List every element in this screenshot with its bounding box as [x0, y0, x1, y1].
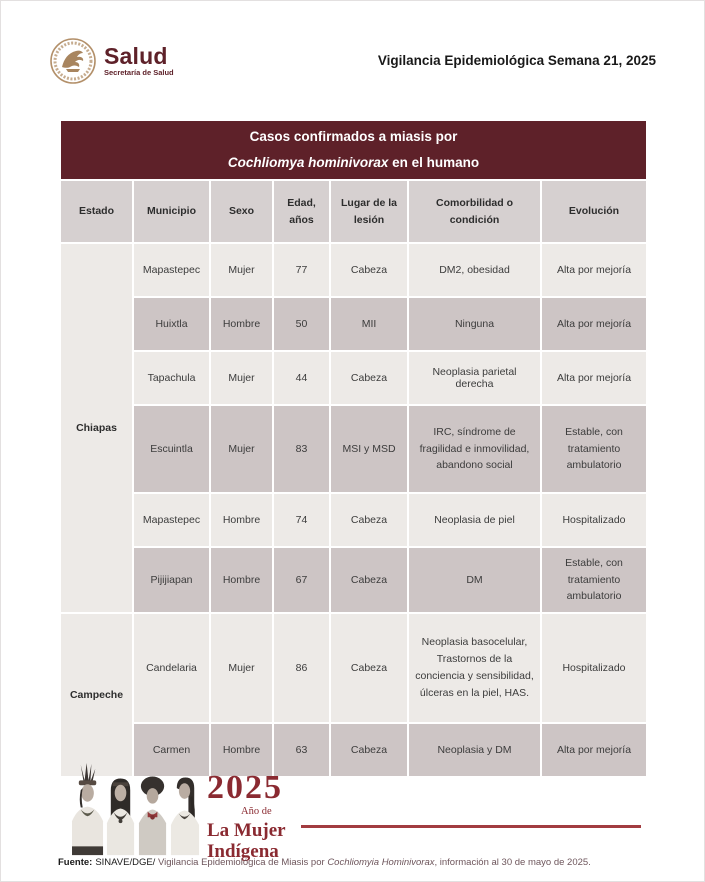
- cell-edad: 83: [274, 406, 329, 492]
- cell-municipio: Escuintla: [134, 406, 209, 492]
- col-header-municipio: Municipio: [134, 181, 209, 242]
- cell-comorbilidad: Neoplasia de piel: [409, 494, 540, 546]
- cell-lugar: Cabeza: [331, 244, 407, 296]
- table-row: Escuintla Mujer 83 MSI y MSD IRC, síndro…: [61, 406, 646, 492]
- cell-comorbilidad: Neoplasia basocelular, Trastornos de la …: [409, 614, 540, 722]
- cell-sexo: Mujer: [211, 352, 272, 404]
- cell-comorbilidad: Neoplasia parietal derecha: [409, 352, 540, 404]
- year-2025-logo: 2025 Año de La Mujer Indígena: [207, 771, 317, 863]
- cell-sexo: Hombre: [211, 724, 272, 776]
- species-name: Cochliomyia Hominivorax: [327, 857, 435, 868]
- salud-wordmark: Salud: [104, 43, 168, 70]
- cell-sexo: Hombre: [211, 548, 272, 612]
- col-header-evolucion: Evolución: [542, 181, 646, 242]
- table-title-line1: Casos confirmados a miasis por: [249, 129, 458, 145]
- cell-lugar: MSI y MSD: [331, 406, 407, 492]
- col-header-edad: Edad, años: [274, 181, 329, 242]
- year-2025-subtitle: Año de: [241, 806, 272, 817]
- cell-evolucion: Alta por mejoría: [542, 298, 646, 350]
- cell-lugar: Cabeza: [331, 614, 407, 722]
- source-note: Fuente: SINAVE/DGE/ Vigilancia Epidemioló…: [58, 857, 591, 868]
- cell-municipio: Carmen: [134, 724, 209, 776]
- table-row: Huixtla Hombre 50 MII Ninguna Alta por m…: [61, 298, 646, 350]
- table-title-bar: Casos confirmados a miasis por Cochliomy…: [61, 121, 646, 179]
- table-row: Pijijiapan Hombre 67 Cabeza DM Estable, …: [61, 548, 646, 612]
- cases-table: Estado Municipio Sexo Edad, años Lugar d…: [59, 179, 648, 778]
- cell-evolucion: Hospitalizado: [542, 494, 646, 546]
- cell-sexo: Hombre: [211, 298, 272, 350]
- cell-evolucion: Alta por mejoría: [542, 244, 646, 296]
- cell-lugar: MII: [331, 298, 407, 350]
- col-header-sexo: Sexo: [211, 181, 272, 242]
- cell-evolucion: Estable, con tratamiento ambulatorio: [542, 406, 646, 492]
- cell-sexo: Mujer: [211, 244, 272, 296]
- cell-edad: 67: [274, 548, 329, 612]
- cell-comorbilidad: IRC, síndrome de fragilidad e inmovilida…: [409, 406, 540, 492]
- cell-edad: 74: [274, 494, 329, 546]
- cell-edad: 63: [274, 724, 329, 776]
- col-header-estado: Estado: [61, 181, 132, 242]
- cell-municipio: Candelaria: [134, 614, 209, 722]
- indigenous-women-illustration: [72, 762, 200, 856]
- source-label: Fuente:: [58, 857, 93, 868]
- col-header-comorbilidad: Comorbilidad o condición: [409, 181, 540, 242]
- campaign-title-line2: Indígena: [207, 841, 279, 863]
- table-row: Mapastepec Hombre 74 Cabeza Neoplasia de…: [61, 494, 646, 546]
- table-row: Carmen Hombre 63 Cabeza Neoplasia y DM A…: [61, 724, 646, 776]
- salud-subtitle: Secretaría de Salud: [104, 68, 174, 78]
- report-week-title: Vigilancia Epidemiológica Semana 21, 202…: [377, 53, 656, 68]
- cell-sexo: Mujer: [211, 614, 272, 722]
- campaign-title-line1: La Mujer: [207, 819, 286, 841]
- cell-comorbilidad: Neoplasia y DM: [409, 724, 540, 776]
- cell-municipio: Mapastepec: [134, 494, 209, 546]
- col-header-lugar: Lugar de la lesión: [331, 181, 407, 242]
- cell-evolucion: Estable, con tratamiento ambulatorio: [542, 548, 646, 612]
- estado-group-campeche: Campeche: [61, 614, 132, 776]
- cell-comorbilidad: DM: [409, 548, 540, 612]
- cell-sexo: Mujer: [211, 406, 272, 492]
- cell-lugar: Cabeza: [331, 352, 407, 404]
- cell-municipio: Huixtla: [134, 298, 209, 350]
- year-2025-number: 2025: [207, 769, 283, 806]
- cell-evolucion: Hospitalizado: [542, 614, 646, 722]
- column-header-row: Estado Municipio Sexo Edad, años Lugar d…: [61, 181, 646, 242]
- cell-edad: 44: [274, 352, 329, 404]
- cases-table-card: Casos confirmados a miasis por Cochliomy…: [59, 121, 648, 778]
- cell-lugar: Cabeza: [331, 548, 407, 612]
- cell-municipio: Tapachula: [134, 352, 209, 404]
- cell-sexo: Hombre: [211, 494, 272, 546]
- table-row: Chiapas Mapastepec Mujer 77 Cabeza DM2, …: [61, 244, 646, 612]
- cell-municipio: Mapastepec: [134, 244, 209, 296]
- table-title-line2: Cochliomya hominivorax en el humano: [227, 155, 480, 170]
- table-row: Tapachula Mujer 44 Cabeza Neoplasia pari…: [61, 352, 646, 404]
- cell-edad: 77: [274, 244, 329, 296]
- eagle-seal-icon: [50, 38, 96, 84]
- table-row: Campeche Candelaria Mujer 86 Cabeza Neop…: [61, 614, 646, 776]
- red-divider-line: [301, 825, 641, 828]
- salud-logo: Salud Secretaría de Salud: [49, 37, 174, 85]
- estado-group-chiapas: Chiapas: [61, 244, 132, 612]
- cell-comorbilidad: Ninguna: [409, 298, 540, 350]
- cell-comorbilidad: DM2, obesidad: [409, 244, 540, 296]
- cell-lugar: Cabeza: [331, 724, 407, 776]
- cell-evolucion: Alta por mejoría: [542, 724, 646, 776]
- cell-edad: 50: [274, 298, 329, 350]
- cell-lugar: Cabeza: [331, 494, 407, 546]
- cell-edad: 86: [274, 614, 329, 722]
- cell-evolucion: Alta por mejoría: [542, 352, 646, 404]
- cell-municipio: Pijijiapan: [134, 548, 209, 612]
